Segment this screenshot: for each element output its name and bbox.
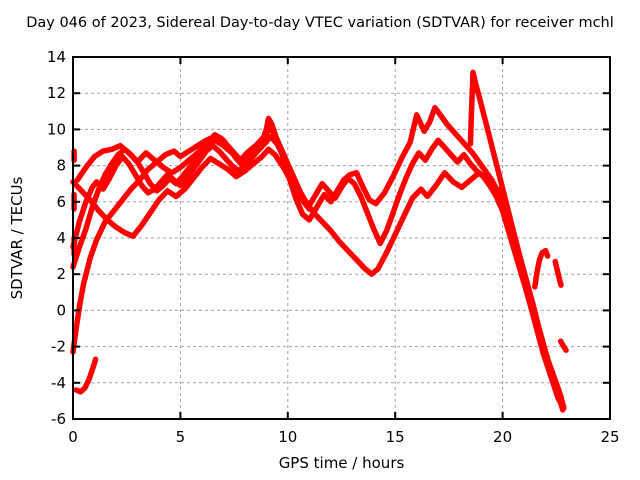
y-tick-label: -6	[51, 410, 66, 428]
series-trace-3	[70, 133, 561, 397]
x-tick-label: 5	[176, 428, 186, 446]
y-tick-label: 6	[56, 193, 66, 211]
x-axis-label: GPS time / hours	[278, 454, 405, 472]
y-tick-label: 4	[56, 229, 66, 247]
chart-title: Day 046 of 2023, Sidereal Day-to-day VTE…	[26, 15, 614, 31]
y-tick-label: 14	[47, 48, 66, 66]
series-segment-hook	[532, 247, 551, 290]
x-tick-label: 20	[493, 428, 512, 446]
y-tick-label: 8	[56, 157, 66, 175]
series-segment-dash	[552, 258, 564, 288]
y-tick-label: 10	[47, 120, 66, 138]
y-tick-label: -4	[51, 374, 66, 392]
x-tick-label: 0	[68, 428, 78, 446]
y-tick-label: 12	[47, 84, 66, 102]
x-tick-label: 25	[600, 428, 619, 446]
x-tick-label: 15	[386, 428, 405, 446]
y-tick-label: 2	[56, 265, 66, 283]
series-trace-5	[74, 137, 270, 183]
y-tick-label: 0	[56, 301, 66, 319]
series-tail-trace	[497, 186, 562, 402]
series-segment-dot	[557, 338, 569, 353]
x-tick-label: 10	[278, 428, 297, 446]
series-trace-4	[70, 146, 313, 239]
series-spike-trace	[467, 69, 566, 413]
y-tick-label: -2	[51, 338, 66, 356]
series-segment-low-left	[73, 356, 99, 395]
